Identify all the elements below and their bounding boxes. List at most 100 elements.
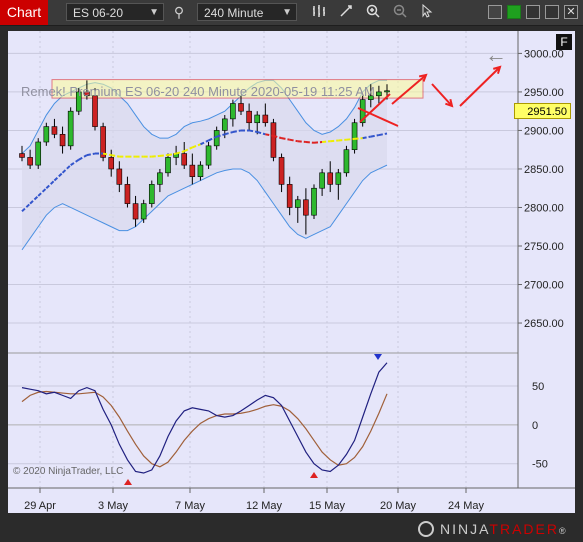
- chart-toolbar: Chart ES 06-20 ▼ ⚲ 240 Minute ▼ ✕: [0, 0, 583, 26]
- middle-line-segment: [330, 139, 339, 143]
- candle-body: [303, 199, 309, 216]
- zoom-out-icon[interactable]: [391, 3, 409, 21]
- candle-body: [148, 184, 155, 204]
- brand-word-1: NINJA: [440, 521, 490, 537]
- chevron-down-icon: ▼: [282, 7, 292, 18]
- brand-word-2: TRADER: [489, 521, 559, 537]
- candle-body: [43, 126, 50, 143]
- candle-body: [189, 164, 196, 177]
- candle-body: [116, 168, 123, 185]
- candle-body: [108, 157, 115, 170]
- maximize-icon[interactable]: [526, 5, 540, 19]
- projection-arrow-down-head: [445, 98, 454, 108]
- osc-tick-label: 50: [532, 381, 544, 393]
- price-tick-label: 2950.00: [524, 87, 564, 99]
- middle-line-segment: [273, 134, 282, 140]
- price-tick-label: 2850.00: [524, 164, 564, 176]
- candle-body: [319, 172, 325, 189]
- middle-line-segment: [370, 134, 380, 138]
- time-tick-label: 3 May: [98, 500, 128, 512]
- candle-body: [262, 114, 269, 124]
- middle-line-segment: [248, 129, 258, 133]
- middle-line-segment: [78, 154, 88, 161]
- candle-body: [140, 203, 147, 220]
- middle-line-segment: [200, 139, 209, 146]
- chevron-down-icon: ▼: [149, 7, 159, 18]
- drawing-tool-icon[interactable]: [337, 3, 355, 21]
- middle-line-segment: [183, 146, 193, 153]
- candle-body: [246, 110, 252, 124]
- middle-line-segment: [111, 154, 120, 158]
- candle-body: [67, 110, 74, 147]
- middle-line-segment: [21, 202, 31, 213]
- projection-arrow-up-2-head: [492, 65, 502, 74]
- brand-wordmark: NINJATRADER®: [440, 521, 568, 537]
- middle-line-segment: [208, 135, 218, 142]
- search-icon[interactable]: ⚲: [173, 4, 185, 20]
- candle-body: [51, 126, 58, 135]
- ninjatrader-logo-icon: [418, 521, 434, 537]
- middle-line-segment: [151, 154, 160, 158]
- candle-body: [84, 91, 90, 97]
- wedge-line-lower: [359, 93, 391, 123]
- time-axis[interactable]: [8, 488, 575, 513]
- price-tick-label: 3000.00: [524, 48, 564, 60]
- candle-body: [197, 164, 204, 177]
- candle-body: [351, 122, 358, 151]
- wedge-line-upper: [357, 107, 399, 127]
- candle-body: [335, 172, 342, 185]
- interval-selector[interactable]: 240 Minute ▼: [197, 3, 297, 21]
- candle-body: [376, 91, 382, 97]
- middle-line-segment: [61, 164, 72, 174]
- osc-tick-label: -50: [532, 459, 548, 471]
- zoom-in-icon[interactable]: [364, 3, 382, 21]
- buy-signal-marker: [310, 472, 318, 478]
- candle-body: [100, 126, 106, 158]
- restore-icon[interactable]: [507, 5, 521, 19]
- cursor-icon[interactable]: [418, 3, 436, 21]
- middle-line-segment: [338, 138, 347, 142]
- osc-tick-label: 0: [532, 420, 538, 432]
- instrument-selector[interactable]: ES 06-20 ▼: [66, 3, 164, 21]
- middle-line-segment: [191, 143, 201, 149]
- minimize-icon[interactable]: [488, 5, 502, 19]
- osc-fast-line: [21, 362, 388, 474]
- middle-line-segment: [289, 138, 298, 143]
- candle-body: [157, 172, 163, 185]
- candle-body: [92, 95, 98, 127]
- price-tick-label: 2700.00: [524, 280, 564, 292]
- osc-slow-line: [21, 390, 388, 468]
- close-icon[interactable]: ✕: [564, 5, 578, 19]
- footer: [0, 515, 583, 542]
- candle-body: [181, 153, 188, 166]
- price-tick-label: 2750.00: [524, 241, 564, 253]
- candle-body: [230, 103, 236, 120]
- middle-line-segment: [86, 152, 96, 157]
- candle-body: [254, 114, 261, 124]
- back-arrow-icon[interactable]: ←: [485, 42, 507, 67]
- time-tick-label: 15 May: [309, 500, 346, 512]
- window-square-icon[interactable]: [545, 5, 559, 19]
- middle-line-segment: [216, 133, 226, 138]
- bar-type-icon[interactable]: [310, 3, 328, 21]
- price-tick-label: 2800.00: [524, 202, 564, 214]
- chart-tab[interactable]: Chart: [0, 0, 48, 25]
- middle-line-segment: [322, 140, 331, 143]
- middle-line-segment: [102, 152, 112, 157]
- middle-line-segment: [232, 129, 242, 133]
- middle-line-segment: [378, 132, 388, 137]
- candle-body: [343, 149, 350, 174]
- resistance-zone: [51, 79, 424, 99]
- candle-body: [294, 199, 301, 208]
- middle-line-segment: [224, 131, 234, 136]
- middle-line-segment: [281, 137, 290, 141]
- candle-body: [59, 133, 66, 147]
- middle-line-segment: [70, 158, 80, 166]
- f-button[interactable]: F: [556, 34, 572, 50]
- middle-line-segment: [37, 187, 48, 197]
- middle-line-segment: [297, 140, 306, 143]
- middle-line-segment: [45, 179, 56, 189]
- projection-arrow-down: [431, 83, 453, 107]
- candle-body: [384, 90, 390, 93]
- projection-arrow-up-1: [391, 74, 427, 105]
